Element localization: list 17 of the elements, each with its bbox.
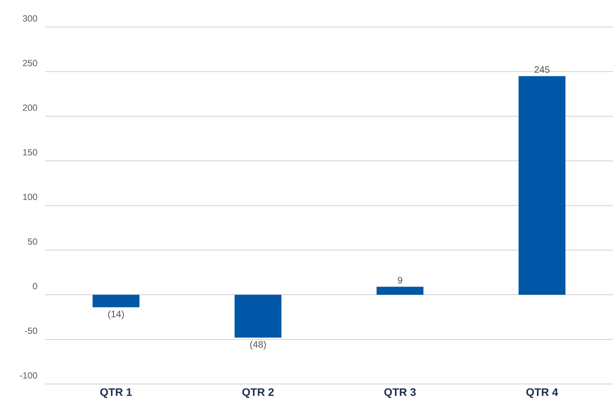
y-tick-label: 50 <box>28 238 38 245</box>
y-tick-label: -50 <box>24 328 38 334</box>
data-label: 245 <box>534 66 550 73</box>
x-tick-label: QTR 2 <box>242 388 274 398</box>
y-tick-label: 100 <box>23 194 38 200</box>
data-label: (14) <box>108 310 124 320</box>
y-tick-label: 300 <box>22 15 38 22</box>
data-label: 9 <box>398 276 402 284</box>
y-tick-label: 150 <box>23 149 38 156</box>
x-tick-label: QTR 3 <box>384 388 416 398</box>
y-tick-label: 200 <box>22 104 38 111</box>
data-label: (48) <box>250 340 266 350</box>
y-tick-label: -100 <box>20 372 38 379</box>
x-tick-label: QTR 1 <box>100 388 132 398</box>
y-tick-label: 250 <box>22 60 38 66</box>
x-tick-label: QTR 4 <box>526 388 558 398</box>
y-tick-label: 0 <box>32 282 38 290</box>
